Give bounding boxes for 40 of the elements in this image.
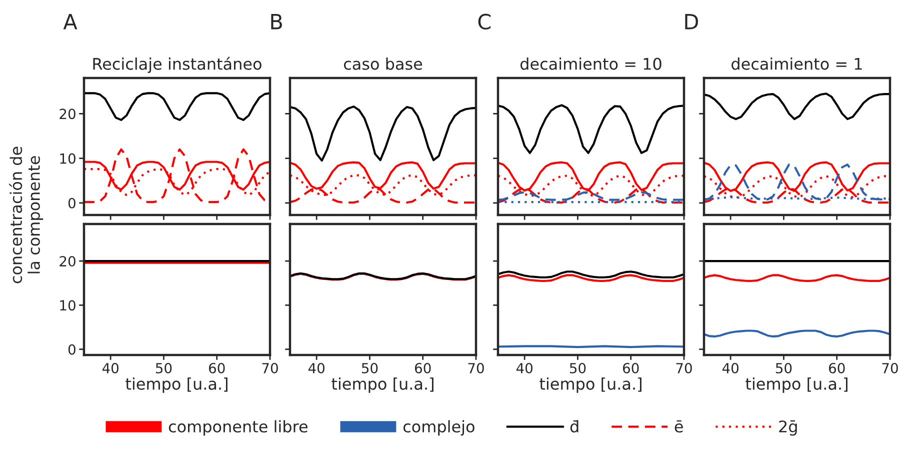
y-tick-label: 20 xyxy=(60,256,76,267)
y-tick-label: 0 xyxy=(68,198,76,208)
x-tick-label: 60 xyxy=(414,362,431,374)
x-tick-label: 40 xyxy=(516,362,532,374)
chart-title: C xyxy=(478,14,491,30)
legend-label: complejo xyxy=(403,420,474,436)
x-axis-title: tiempo [u.a.] xyxy=(126,377,228,393)
x-axis-title: tiempo [u.a.] xyxy=(540,377,642,393)
x-tick-label: 60 xyxy=(828,362,845,374)
x-tick-label: 70 xyxy=(882,362,898,374)
y-tick-label: 20 xyxy=(60,108,76,120)
x-tick-label: 50 xyxy=(362,362,378,374)
x-tick-label: 70 xyxy=(262,362,278,374)
x-tick-label: 60 xyxy=(208,362,225,374)
chart-subtitle: decaimiento = 10 xyxy=(520,58,662,70)
chart-subtitle: Reciclaje instantáneo xyxy=(93,56,262,73)
chart-subtitle: caso base xyxy=(344,58,422,70)
x-axis-title: tiempo [u.a.] xyxy=(746,377,848,393)
x-tick-label: 50 xyxy=(156,362,172,374)
chart-title: D xyxy=(685,14,698,30)
chart-title: B xyxy=(271,14,282,30)
chart-subtitle: decaimiento = 1 xyxy=(732,58,862,70)
legend-label: ē xyxy=(674,420,683,433)
x-axis-title: tiempo [u.a.] xyxy=(332,377,434,393)
x-tick-label: 40 xyxy=(722,362,738,374)
x-tick-label: 40 xyxy=(102,362,118,374)
y-tick-label: 10 xyxy=(60,153,76,164)
y-tick-label: 10 xyxy=(60,300,76,311)
x-tick-label: 50 xyxy=(570,362,586,374)
legend-label: d̄ xyxy=(570,420,578,433)
legend-label: 2ḡ xyxy=(779,420,797,436)
x-tick-label: 70 xyxy=(468,362,484,374)
legend-label: componente libre xyxy=(168,420,308,436)
chart-title: A xyxy=(63,14,78,30)
y-tick-label: 0 xyxy=(68,344,76,355)
x-tick-label: 60 xyxy=(622,362,639,374)
x-tick-label: 70 xyxy=(676,362,692,374)
y-axis-title: concentración de la componente xyxy=(9,146,44,284)
x-tick-label: 50 xyxy=(776,362,792,374)
x-tick-label: 40 xyxy=(308,362,324,374)
